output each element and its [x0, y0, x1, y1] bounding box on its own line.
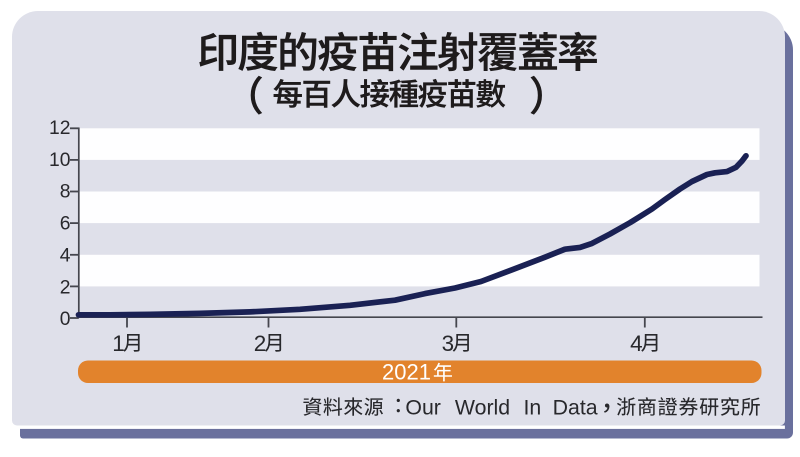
- svg-text:2021: 2021: [382, 360, 431, 385]
- svg-text:Data: Data: [553, 396, 598, 420]
- svg-text:2: 2: [254, 331, 267, 356]
- svg-text:1: 1: [112, 331, 125, 356]
- svg-text:World: World: [455, 396, 510, 420]
- svg-text:4: 4: [60, 245, 71, 266]
- svg-text:In: In: [524, 396, 542, 420]
- svg-text:3: 3: [442, 331, 455, 356]
- svg-text:4: 4: [630, 331, 643, 356]
- svg-text:10: 10: [49, 150, 70, 171]
- svg-text:2: 2: [60, 277, 71, 298]
- svg-text:Our: Our: [405, 396, 441, 420]
- svg-text:12: 12: [49, 118, 70, 139]
- svg-text:8: 8: [60, 182, 71, 203]
- svg-text:0: 0: [60, 309, 71, 330]
- svg-text:6: 6: [60, 214, 71, 235]
